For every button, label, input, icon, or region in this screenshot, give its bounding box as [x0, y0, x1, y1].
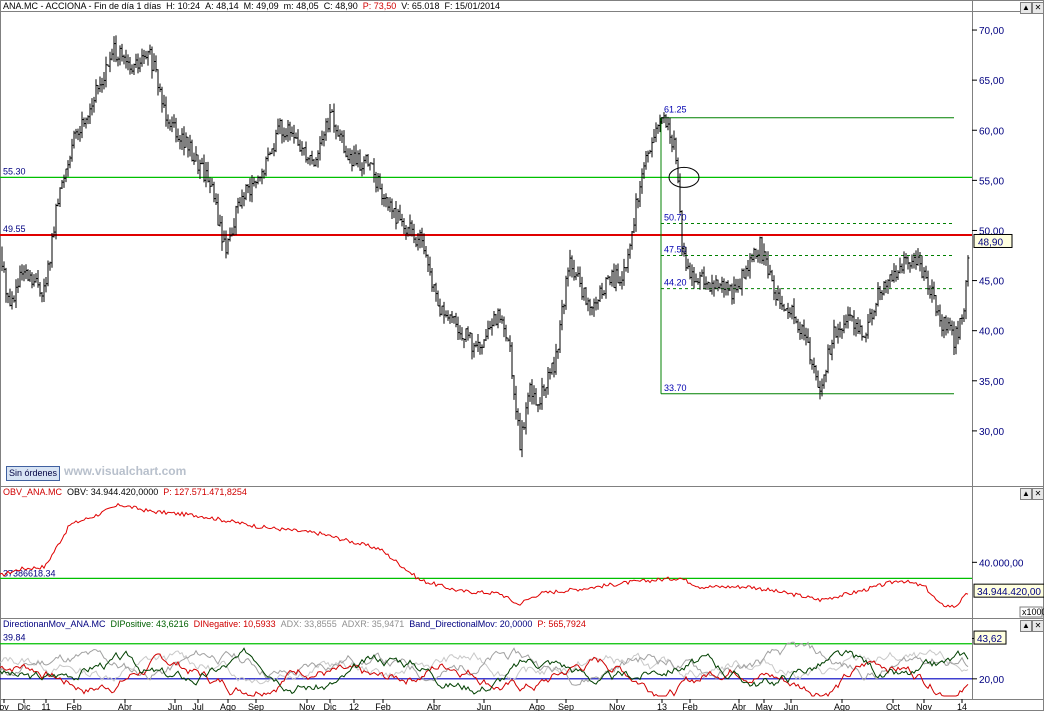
x-tick-label: Ago — [529, 702, 545, 711]
panel-separator-2 — [0, 618, 1044, 619]
x-tick-label: Oct — [886, 702, 901, 711]
dm-series-dinegative — [0, 653, 969, 697]
obv-scale-note: x1000 — [1022, 607, 1044, 617]
fib-level-label: 50.70 — [664, 212, 687, 222]
fib-level-label: 44.20 — [664, 278, 687, 288]
x-tick-label: ov — [0, 702, 9, 711]
x-tick-label: Ago — [834, 702, 850, 711]
dm-header-part: DIPositive: 43,6216 — [111, 619, 189, 629]
panel-up-icon[interactable]: ▲ — [1020, 2, 1032, 14]
x-tick-label: Sep — [558, 702, 574, 711]
obv-scale-box — [1019, 606, 1043, 618]
fib-level-label: 33.70 — [664, 383, 687, 393]
watermark-text: www.visualchart.com — [64, 464, 187, 478]
price-header-part: A: 48,14 — [205, 1, 239, 11]
price-hline-label: 55.30 — [3, 166, 26, 176]
dm-series-dipositive — [0, 647, 969, 695]
price-header-part: C: 48,90 — [324, 1, 358, 11]
price-header-part: P: 73,50 — [363, 1, 397, 11]
x-tick-label: Ago — [220, 702, 236, 711]
price-tick-label: 35,00 — [979, 377, 1004, 388]
x-tick-label: 12 — [349, 702, 359, 711]
dm-panel-up-icon[interactable]: ▲ — [1020, 620, 1032, 632]
price-tick-label: 55,00 — [979, 176, 1004, 187]
dm-last-label: 43,62 — [977, 634, 1002, 645]
obv-tick-label: 40.000,00 — [979, 558, 1024, 569]
sin-ordenes-button[interactable]: Sin órdenes — [6, 466, 60, 481]
price-tick-label: 50,00 — [979, 226, 1004, 237]
obv-header-part: P: 127.571.471,8254 — [163, 487, 247, 497]
x-tick-label: Feb — [66, 702, 82, 711]
price-hline-label: 49.55 — [3, 224, 26, 234]
x-tick-label: Jun — [168, 702, 183, 711]
price-header-part: H: 10:24 — [166, 1, 200, 11]
price-tick-label: 70,00 — [979, 26, 1004, 37]
x-tick-label: Nov — [299, 702, 316, 711]
price-header-part: ANA.MC - ACCIONA - Fin de día 1 días — [3, 1, 162, 11]
panel-close-icon[interactable]: ✕ — [1032, 2, 1044, 14]
x-tick-label: Nov — [916, 702, 933, 711]
x-tick-label: Nov — [609, 702, 626, 711]
fib-level-label: 47.50 — [664, 245, 687, 255]
obv-header-part: OBV_ANA.MC — [3, 487, 63, 497]
obv-last-label: 34.944.420,00 — [977, 587, 1041, 598]
fib-level-label: 61.25 — [664, 105, 687, 115]
dm-header-part: ADXR: 35,9471 — [342, 619, 405, 629]
obv-panel-close-icon[interactable]: ✕ — [1032, 488, 1044, 500]
dm-header-part: P: 565,7924 — [537, 619, 586, 629]
x-axis-divider — [0, 699, 1044, 700]
dm-panel-close-icon[interactable]: ✕ — [1032, 620, 1044, 632]
obv-last-box — [973, 583, 1044, 598]
panel-separator-0 — [0, 11, 1044, 12]
x-tick-label: 11 — [41, 702, 50, 711]
x-tick-label: 14 — [957, 702, 967, 711]
dm-hline-label: 39.84 — [3, 633, 26, 643]
price-tick-label: 40,00 — [979, 327, 1004, 338]
price-header-part: m: 48,05 — [284, 1, 319, 11]
price-tick-label: 65,00 — [979, 76, 1004, 87]
price-header-part: M: 49,09 — [244, 1, 279, 11]
x-tick-label: Feb — [682, 702, 698, 711]
x-tick-label: Abr — [732, 702, 746, 711]
dm-last-box — [973, 630, 1007, 645]
obv-hline-label: 37386618.34 — [3, 568, 56, 578]
obv-header-part: OBV: 34.944.420,0000 — [67, 487, 158, 497]
last-price-label: 48,90 — [978, 237, 1003, 248]
dm-header-part: DINegative: 10,5933 — [194, 619, 276, 629]
circle-annotation — [668, 166, 700, 188]
dm-header-part: ADX: 33,8555 — [281, 619, 337, 629]
price-tick-label: 60,00 — [979, 126, 1004, 137]
panel-separator-1 — [0, 486, 1044, 487]
x-tick-label: Jun — [784, 702, 799, 711]
x-tick-label: Jun — [477, 702, 492, 711]
x-tick-label: Sep — [248, 702, 264, 711]
x-tick-label: Feb — [375, 702, 391, 711]
dm-tick-label: 20,00 — [979, 675, 1004, 686]
price-tick-label: 45,00 — [979, 277, 1004, 288]
dm-header-part: DirectionanMov_ANA.MC — [3, 619, 106, 629]
x-tick-label: 13 — [657, 702, 667, 711]
price-tick-label: 30,00 — [979, 427, 1004, 438]
x-tick-label: Dic — [324, 702, 337, 711]
obv-series-line — [0, 502, 969, 609]
dm-header-part: Band_DirectionalMov: 20,0000 — [409, 619, 532, 629]
y-axis-divider — [972, 0, 973, 700]
x-tick-label: Dic — [18, 702, 31, 711]
x-tick-label: Abr — [118, 702, 132, 711]
x-tick-label: Abr — [427, 702, 441, 711]
last-price-box — [973, 233, 1013, 248]
price-header-part: F: 15/01/2014 — [444, 1, 500, 11]
price-header-part: V: 65.018 — [401, 1, 439, 11]
x-tick-label: Jul — [192, 702, 204, 711]
x-tick-label: May — [755, 702, 773, 711]
dm-series-adx — [0, 641, 969, 686]
obv-panel-up-icon[interactable]: ▲ — [1020, 488, 1032, 500]
